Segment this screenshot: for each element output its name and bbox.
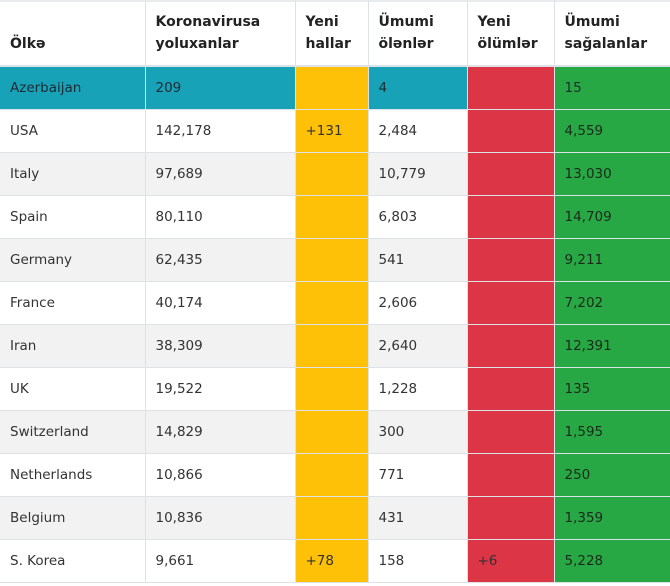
- cell-country: USA: [0, 109, 146, 153]
- cell-country: Belgium: [0, 496, 146, 540]
- cell-new-deaths: [467, 324, 555, 368]
- cell-deaths: 2,484: [368, 109, 468, 153]
- cell-country: Switzerland: [0, 410, 146, 454]
- cell-country: UK: [0, 367, 146, 411]
- cell-deaths: 771: [368, 453, 468, 497]
- table-row: Germany 62,435 541 9,211: [0, 238, 670, 282]
- cell-deaths: 300: [368, 410, 468, 454]
- cell-new-cases: [295, 410, 369, 454]
- cell-recovered: 1,359: [554, 496, 670, 540]
- cell-new-deaths: [467, 66, 555, 110]
- cell-deaths: 2,606: [368, 281, 468, 325]
- cell-cases: 38,309: [145, 324, 296, 368]
- cell-new-cases: [295, 496, 369, 540]
- cell-deaths: 158: [368, 539, 468, 583]
- cell-cases: 40,174: [145, 281, 296, 325]
- cell-cases: 9,661: [145, 539, 296, 583]
- cell-country: S. Korea: [0, 539, 146, 583]
- cell-recovered: 13,030: [554, 152, 670, 196]
- cell-deaths: 10,779: [368, 152, 468, 196]
- cell-new-deaths: [467, 496, 555, 540]
- table-row: Switzerland 14,829 300 1,595: [0, 410, 670, 454]
- cell-new-deaths: +6: [467, 539, 555, 583]
- cell-new-deaths: [467, 453, 555, 497]
- header-cases[interactable]: Koronavirusa yoluxanlar: [145, 0, 296, 67]
- table-row: Iran 38,309 2,640 12,391: [0, 324, 670, 368]
- cell-cases: 14,829: [145, 410, 296, 454]
- cell-new-cases: [295, 152, 369, 196]
- table-row: S. Korea 9,661 +78 158 +6 5,228: [0, 539, 670, 583]
- cell-new-deaths: [467, 152, 555, 196]
- table-row: Azerbaijan 209 4 15: [0, 66, 670, 110]
- header-country[interactable]: Ölkə: [0, 0, 146, 67]
- table-body: Azerbaijan 209 4 15 USA 142,178 +131 2,484 4,559…: [0, 66, 670, 583]
- table-row: Netherlands 10,866 771 250: [0, 453, 670, 497]
- cell-deaths: 431: [368, 496, 468, 540]
- cell-new-deaths: [467, 367, 555, 411]
- cell-new-deaths: [467, 281, 555, 325]
- table-row: Belgium 10,836 431 1,359: [0, 496, 670, 540]
- header-new-cases[interactable]: Yeni hallar: [295, 0, 369, 67]
- cell-recovered: 250: [554, 453, 670, 497]
- cell-recovered: 12,391: [554, 324, 670, 368]
- cell-new-cases: [295, 66, 369, 110]
- cell-country: Germany: [0, 238, 146, 282]
- cell-recovered: 135: [554, 367, 670, 411]
- cell-new-cases: [295, 195, 369, 239]
- cell-new-deaths: [467, 238, 555, 282]
- table-row: Spain 80,110 6,803 14,709: [0, 195, 670, 239]
- cell-new-cases: +78: [295, 539, 369, 583]
- cell-cases: 10,866: [145, 453, 296, 497]
- cell-new-deaths: [467, 195, 555, 239]
- header-recovered[interactable]: Ümumi sağalanlar: [554, 0, 670, 67]
- table-header-row: Ölkə Koronavirusa yoluxanlar Yeni hallar…: [0, 0, 670, 67]
- cell-deaths: 2,640: [368, 324, 468, 368]
- cell-country: Netherlands: [0, 453, 146, 497]
- cell-new-cases: [295, 281, 369, 325]
- cell-recovered: 1,595: [554, 410, 670, 454]
- cell-country: Spain: [0, 195, 146, 239]
- cell-deaths: 6,803: [368, 195, 468, 239]
- cell-new-cases: [295, 238, 369, 282]
- cell-deaths: 1,228: [368, 367, 468, 411]
- cell-recovered: 14,709: [554, 195, 670, 239]
- cell-country: Azerbaijan: [0, 66, 146, 110]
- cell-recovered: 5,228: [554, 539, 670, 583]
- cell-new-deaths: [467, 410, 555, 454]
- table-row: Italy 97,689 10,779 13,030: [0, 152, 670, 196]
- cell-recovered: 9,211: [554, 238, 670, 282]
- table-row: USA 142,178 +131 2,484 4,559: [0, 109, 670, 153]
- cell-new-cases: [295, 324, 369, 368]
- cell-new-cases: [295, 367, 369, 411]
- cell-country: Italy: [0, 152, 146, 196]
- header-new-deaths[interactable]: Yeni ölümlər: [467, 0, 555, 67]
- cell-cases: 80,110: [145, 195, 296, 239]
- header-deaths[interactable]: Ümumi ölənlər: [368, 0, 468, 67]
- cell-country: Iran: [0, 324, 146, 368]
- table-row: UK 19,522 1,228 135: [0, 367, 670, 411]
- cell-cases: 62,435: [145, 238, 296, 282]
- cell-deaths: 541: [368, 238, 468, 282]
- cell-deaths: 4: [368, 66, 468, 110]
- cell-cases: 19,522: [145, 367, 296, 411]
- table-row: France 40,174 2,606 7,202: [0, 281, 670, 325]
- cell-cases: 10,836: [145, 496, 296, 540]
- cell-cases: 142,178: [145, 109, 296, 153]
- cell-new-cases: [295, 453, 369, 497]
- cell-recovered: 7,202: [554, 281, 670, 325]
- cell-cases: 97,689: [145, 152, 296, 196]
- cell-new-cases: +131: [295, 109, 369, 153]
- cell-new-deaths: [467, 109, 555, 153]
- cell-country: France: [0, 281, 146, 325]
- cell-cases: 209: [145, 66, 296, 110]
- cell-recovered: 4,559: [554, 109, 670, 153]
- cell-recovered: 15: [554, 66, 670, 110]
